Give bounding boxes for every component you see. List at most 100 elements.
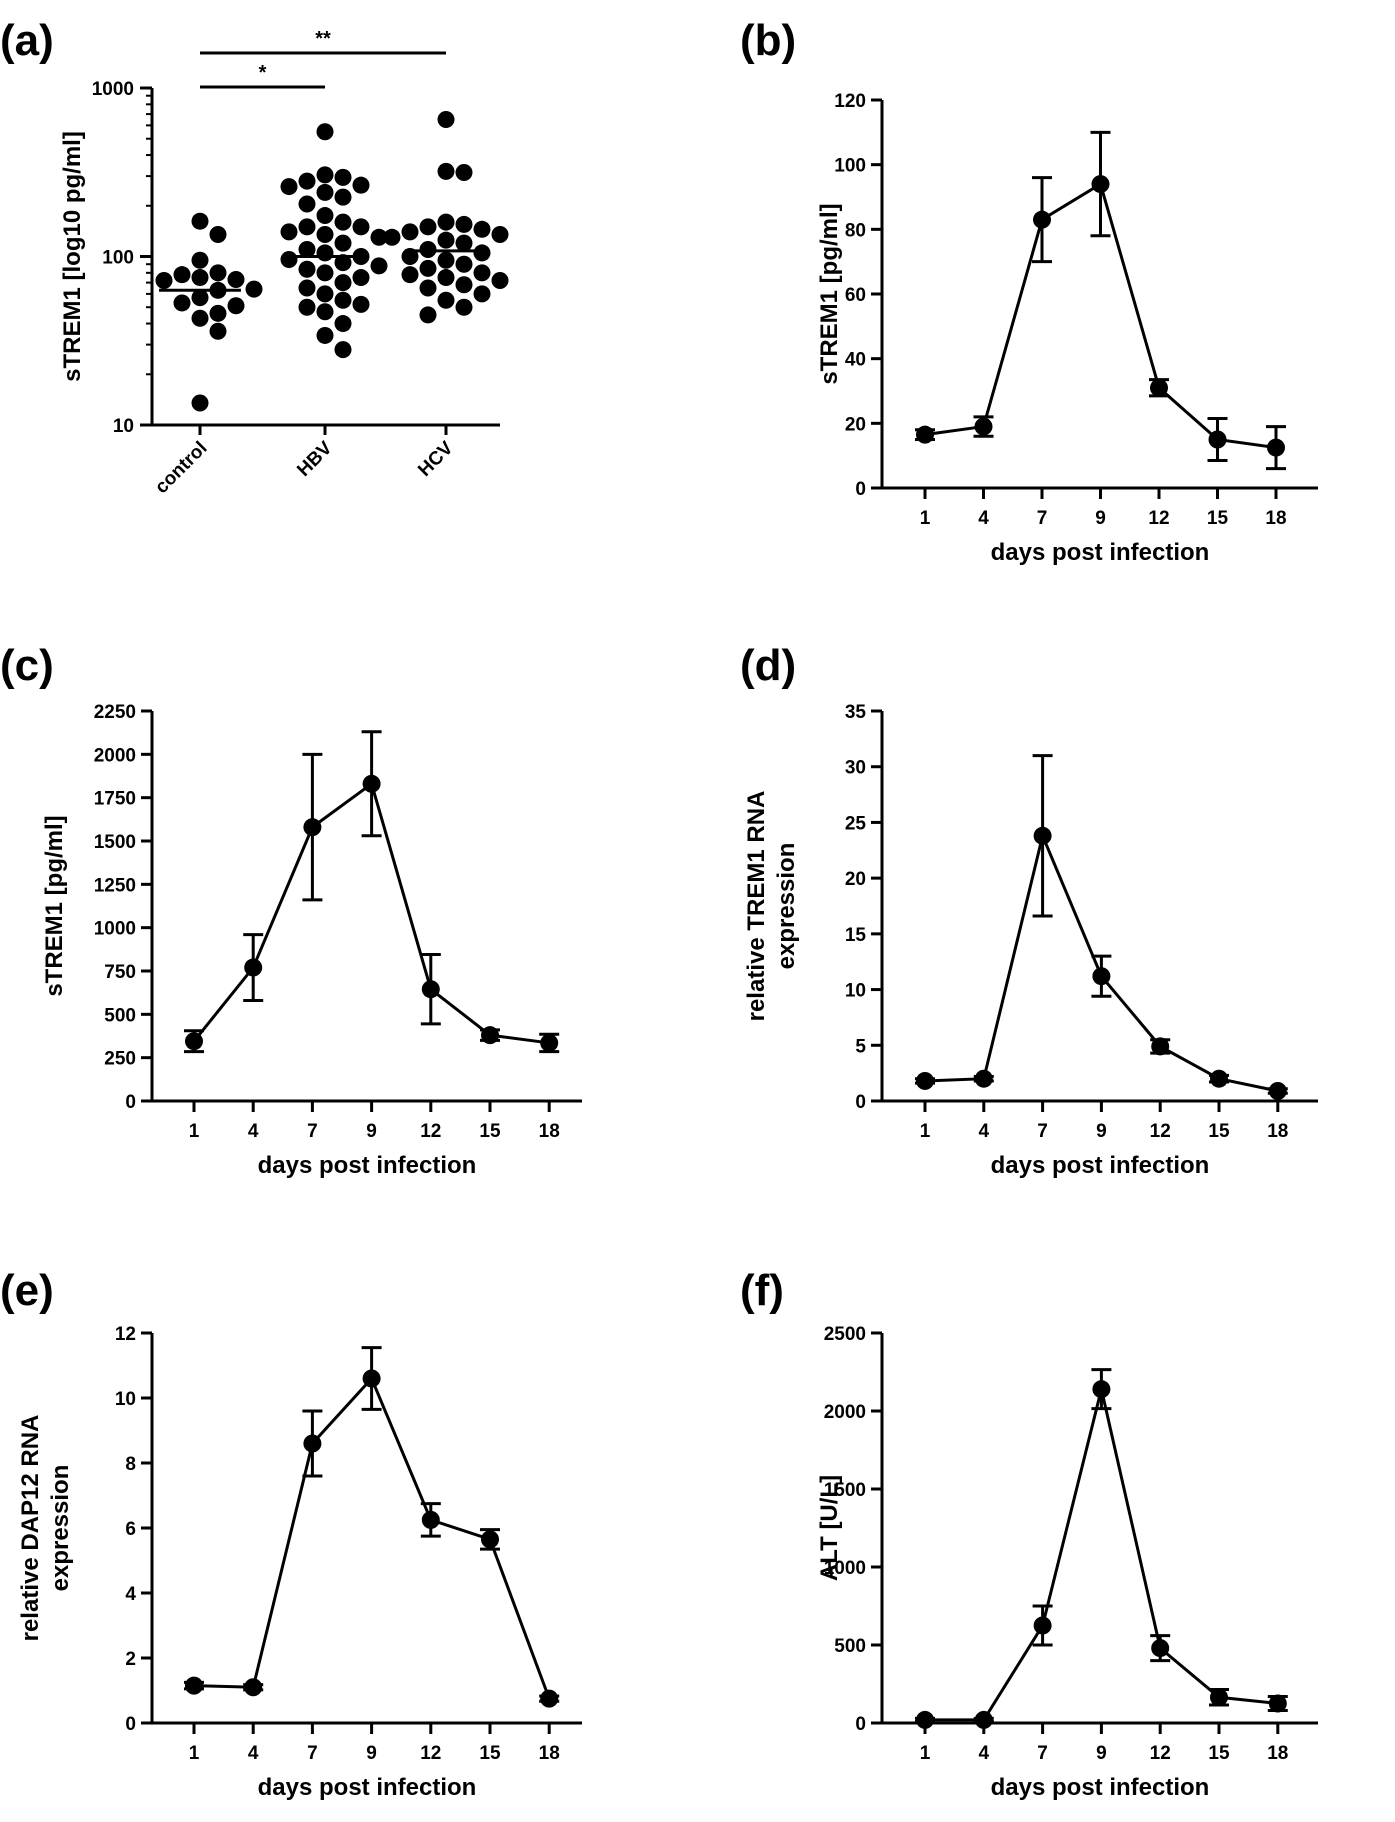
data-point-hcv	[401, 266, 419, 284]
data-point-hcv	[473, 244, 491, 262]
y-tick-label: 1000	[92, 79, 134, 100]
data-point-hbv	[316, 303, 334, 321]
data-point-hcv	[455, 298, 473, 316]
data-point	[1267, 438, 1285, 457]
y-tick-label: 120	[834, 91, 866, 112]
y-axis-title: expression	[773, 843, 800, 970]
y-tick-label: 40	[845, 350, 866, 371]
y-tick-label: 25	[845, 813, 867, 834]
data-point	[1210, 1688, 1228, 1707]
data-point-hbv	[334, 168, 352, 186]
data-point	[185, 1032, 203, 1051]
x-tick-label: 9	[1096, 1743, 1107, 1764]
data-point-hcv	[437, 111, 455, 129]
data-point	[1268, 1694, 1287, 1713]
data-point-control	[209, 322, 227, 340]
data-point-hcv	[455, 276, 473, 294]
data-point	[303, 818, 322, 837]
data-point-hbv	[316, 166, 334, 184]
data-point-hcv	[455, 164, 473, 182]
data-point	[1033, 210, 1051, 229]
panel-a: (a) 10 100 1000 control HBV HCV sTREM1 [log10 p…	[0, 16, 509, 498]
panel-d: (d) 0 5 10 15 20 25 30 35 1 4 7 9 12 15 18 days post inf…	[740, 641, 1318, 1179]
data-point-hbv	[334, 254, 352, 272]
data-point-hbv	[316, 226, 334, 244]
data-point	[1208, 430, 1227, 449]
data-point	[1092, 967, 1111, 986]
data-point-hbv	[298, 218, 316, 236]
x-tick-label: 15	[1207, 508, 1229, 529]
x-tick-label: 4	[978, 508, 989, 529]
series-line	[925, 1388, 1278, 1722]
data-point-hbv	[298, 195, 316, 213]
data-point	[1033, 826, 1052, 845]
significance-label: **	[315, 28, 331, 50]
x-tick-label: 9	[366, 1121, 377, 1142]
y-tick-label: 10	[115, 1389, 136, 1410]
data-point	[916, 1071, 934, 1090]
x-tick-label: 4	[248, 1743, 259, 1764]
data-point	[1091, 175, 1110, 194]
x-tick-label: 7	[1037, 1121, 1048, 1142]
data-point-hbv	[298, 241, 316, 259]
data-point-control	[155, 272, 173, 290]
data-point-hcv	[437, 291, 455, 309]
x-tick-label: 4	[979, 1121, 990, 1142]
data-point	[540, 1033, 559, 1052]
y-tick-label: 10	[845, 981, 866, 1002]
data-point-hbv	[298, 298, 316, 316]
data-point-hcv	[473, 285, 491, 303]
data-point-control	[191, 394, 209, 412]
y-tick-label: 80	[845, 220, 866, 241]
x-axis-title: days post infection	[258, 1152, 477, 1179]
data-point-hbv	[352, 269, 370, 287]
data-point-control	[191, 212, 209, 230]
data-point-control	[191, 289, 209, 307]
y-tick-label: 1500	[94, 832, 136, 853]
data-point-hcv	[437, 213, 455, 231]
x-tick-label: 9	[1096, 1121, 1107, 1142]
y-tick-label: 15	[845, 925, 867, 946]
data-point	[1150, 378, 1168, 397]
y-tick-label: 20	[845, 869, 866, 890]
x-tick-label: 15	[1208, 1121, 1230, 1142]
data-point-hcv	[401, 223, 419, 241]
data-point	[244, 958, 263, 977]
data-point-hcv	[491, 272, 509, 290]
x-tick-label: 18	[1267, 1121, 1288, 1142]
y-tick-label: 1750	[94, 789, 136, 810]
data-point-hbv	[316, 285, 334, 303]
x-tick-label: 7	[307, 1121, 318, 1142]
data-point-hcv	[383, 228, 401, 246]
panel-letter: (b)	[740, 16, 796, 65]
y-tick-label: 1000	[94, 919, 136, 940]
y-tick-label: 500	[104, 1005, 136, 1026]
data-point-hbv	[316, 326, 334, 344]
y-axis-title: ALT [U/L]	[816, 1475, 843, 1581]
panel-c: (c) 0 250 500 750 1000 1250 1500 1750 2000 2250 1 4 7…	[0, 641, 582, 1179]
data-point-hcv	[419, 279, 437, 297]
data-point-hbv	[316, 123, 334, 141]
panel-f: (f) 0 500 1000 1500 2000 2500 1 4 7 9 12 15 18 days po…	[740, 1266, 1318, 1801]
y-axis-title: sTREM1 [log10 pg/ml]	[59, 131, 86, 382]
y-tick-label: 500	[834, 1636, 866, 1657]
x-tick-label: 18	[1265, 508, 1286, 529]
y-tick-label: 1250	[94, 875, 136, 896]
data-point-control	[209, 304, 227, 322]
y-tick-label: 6	[125, 1519, 136, 1540]
x-tick-label: 9	[1095, 508, 1106, 529]
data-point-hcv	[437, 269, 455, 287]
data-point-hbv	[334, 274, 352, 292]
data-point-control	[191, 251, 209, 269]
x-tick-label: 1	[920, 1121, 931, 1142]
panel-letter: (d)	[740, 641, 796, 690]
data-point-control	[173, 294, 191, 312]
x-tick-label: 18	[1267, 1743, 1288, 1764]
data-point-control	[245, 280, 263, 298]
data-point-hcv	[419, 306, 437, 324]
data-point-control	[173, 266, 191, 284]
data-point-hbv	[316, 183, 334, 201]
data-point-hcv	[455, 255, 473, 273]
y-tick-label: 0	[855, 479, 866, 500]
